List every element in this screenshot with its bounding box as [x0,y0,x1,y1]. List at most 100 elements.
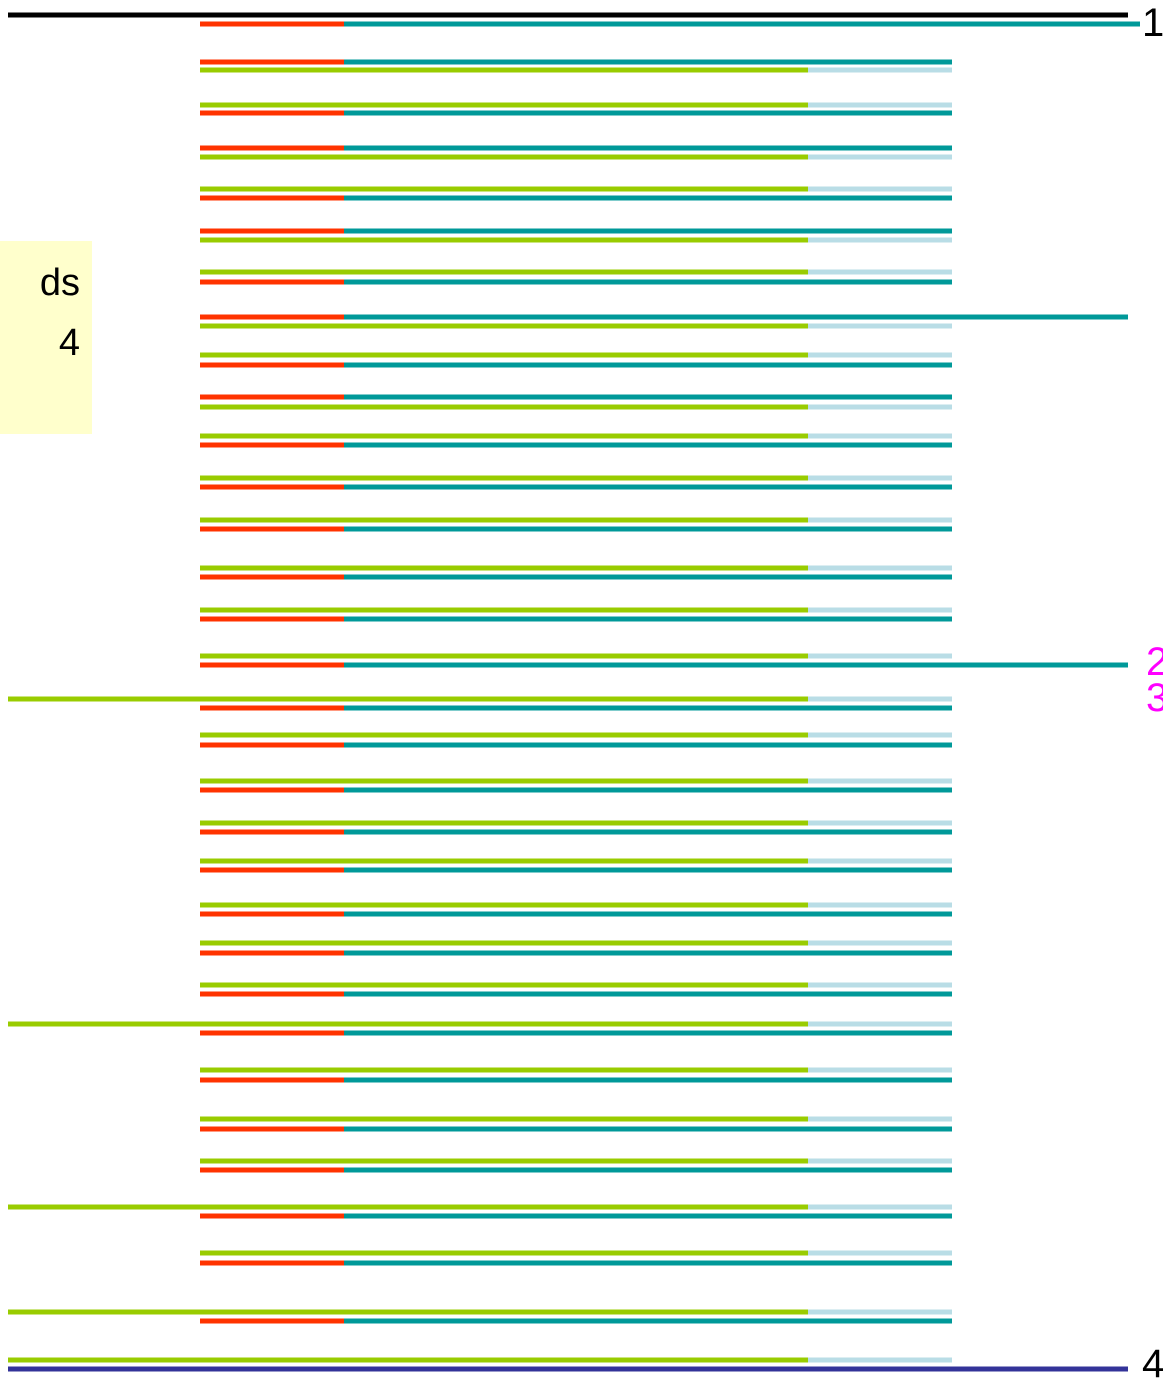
teal-segment [344,1030,952,1036]
lime-segment [200,1067,808,1073]
pale-blue-segment [808,102,952,108]
lime-segment [200,186,808,192]
orange-segment [200,1126,344,1132]
orange-segment [200,21,344,27]
teal-segment [344,574,952,580]
lime-segment [8,1309,808,1315]
teal-segment [344,1213,952,1219]
orange-segment [200,705,344,711]
teal-segment [344,484,952,490]
pale-blue-segment [808,67,952,73]
lime-segment [200,475,808,481]
orange-segment [200,195,344,201]
pale-blue-segment [808,404,952,410]
orange-segment [200,787,344,793]
lime-segment [200,982,808,988]
lime-segment [8,696,808,702]
teal-segment [344,991,952,997]
lime-segment [200,778,808,784]
orange-segment [200,362,344,368]
orange-segment [200,662,344,668]
top-reference-line [8,12,1128,18]
pale-blue-segment [808,778,952,784]
orange-segment [200,991,344,997]
teal-segment [344,829,952,835]
pale-blue-segment [808,858,952,864]
lime-segment [8,1357,808,1363]
lime-segment [200,269,808,275]
lime-segment [200,858,808,864]
orange-segment [200,1318,344,1324]
pale-blue-segment [808,565,952,571]
lime-segment [200,433,808,439]
pale-blue-segment [808,352,952,358]
teal-segment [344,526,952,532]
pale-blue-segment [808,696,952,702]
pale-blue-segment [808,1116,952,1122]
teal-segment [344,110,952,116]
teal-segment [344,195,952,201]
pale-blue-segment [808,902,952,908]
pale-blue-segment [808,517,952,523]
marker-1: 1 [1142,1,1163,45]
pale-blue-segment [808,269,952,275]
orange-segment [200,442,344,448]
pale-blue-segment [808,433,952,439]
lime-segment [200,607,808,613]
lime-segment [200,902,808,908]
lime-segment [200,565,808,571]
lime-segment [200,323,808,329]
marker-4: 4 [1142,1342,1163,1386]
orange-segment [200,1260,344,1266]
teal-segment [344,1260,952,1266]
orange-segment [200,867,344,873]
lime-segment [200,154,808,160]
pale-blue-segment [808,186,952,192]
bottom-reference-line [8,1366,1128,1372]
orange-segment [200,110,344,116]
orange-segment [200,228,344,234]
pale-blue-segment [808,1204,952,1210]
pale-blue-segment [808,982,952,988]
orange-segment [200,314,344,320]
teal-segment [344,279,952,285]
orange-segment [200,950,344,956]
pale-blue-segment [808,940,952,946]
lime-segment [200,517,808,523]
lime-segment [200,1116,808,1122]
lime-segment [200,404,808,410]
lime-segment [200,1250,808,1256]
orange-segment [200,911,344,917]
pale-blue-segment [808,1021,952,1027]
orange-segment [200,1213,344,1219]
teal-segment [344,867,952,873]
teal-segment [344,1077,952,1083]
teal-segment [344,1318,952,1324]
teal-segment [344,911,952,917]
lime-segment [200,653,808,659]
orange-segment [200,59,344,65]
orange-segment [200,279,344,285]
note-line-1: ds [39,262,80,304]
pale-blue-segment [808,1158,952,1164]
lime-segment [8,1204,808,1210]
pale-blue-segment [808,323,952,329]
teal-segment [344,362,952,368]
pale-blue-segment [808,607,952,613]
orange-segment [200,394,344,400]
pale-blue-segment [808,820,952,826]
teal-segment [344,442,952,448]
orange-segment [200,1077,344,1083]
lime-segment [200,67,808,73]
teal-segment [344,950,952,956]
orange-segment [200,742,344,748]
orange-segment [200,1167,344,1173]
marker-2: 2 [1146,640,1163,684]
teal-segment [344,59,952,65]
teal-segment [344,21,1140,27]
teal-segment [344,1126,952,1132]
teal-segment [344,662,1128,668]
teal-segment [344,616,952,622]
lime-segment [8,1021,808,1027]
